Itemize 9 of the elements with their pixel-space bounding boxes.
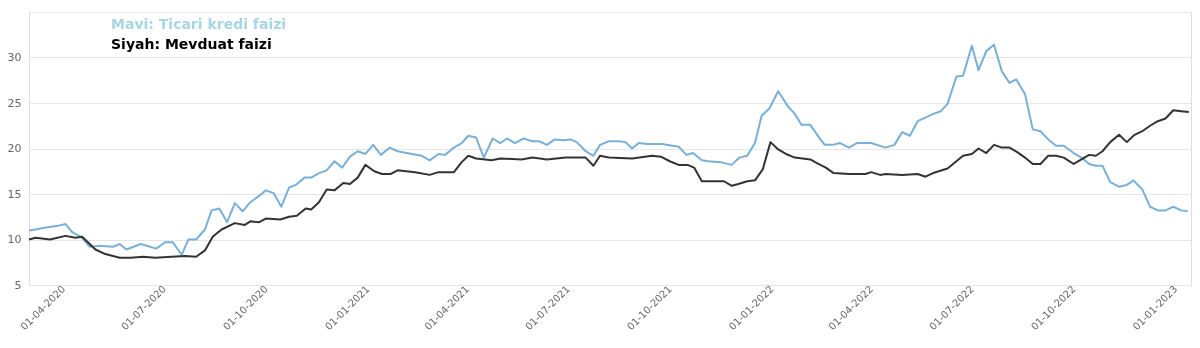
y-tick-label: 25 <box>7 96 22 110</box>
annotation: Siyah: Mevduat faizi <box>111 36 272 52</box>
y-tick-label: 15 <box>7 187 22 201</box>
y-tick-label: 10 <box>7 233 22 246</box>
y-tick-label: 20 <box>7 142 22 155</box>
annotation: Mavi: Ticari kredi faizi <box>111 16 287 32</box>
y-tick-label: 30 <box>7 51 22 64</box>
y-tick-label: 5 <box>14 278 22 292</box>
line-series <box>28 109 1190 259</box>
